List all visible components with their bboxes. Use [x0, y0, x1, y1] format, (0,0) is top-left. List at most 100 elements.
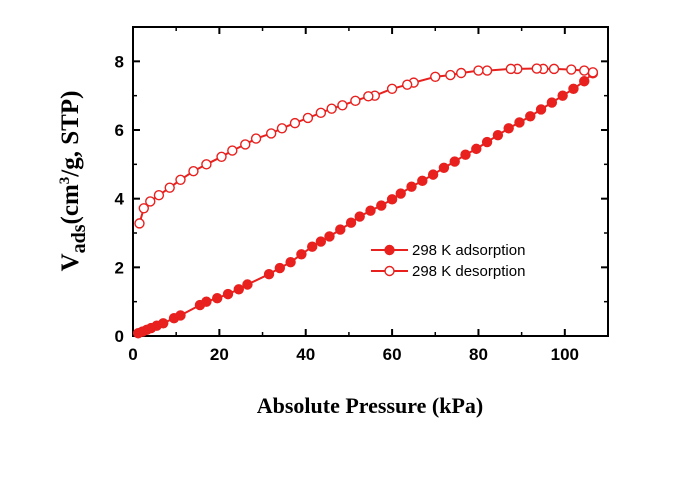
y-tick-label: 2: [115, 258, 124, 277]
data-point-desorption: [276, 123, 288, 134]
x-axis-title: Absolute Pressure (kPa): [257, 393, 484, 418]
data-point-desorption: [337, 100, 348, 111]
data-point-adsorption: [557, 90, 568, 101]
x-tick-label: 80: [469, 345, 488, 364]
data-point-desorption: [548, 63, 560, 75]
data-point-adsorption: [335, 224, 346, 235]
data-point-adsorption: [307, 241, 318, 252]
data-point-adsorption: [354, 211, 365, 222]
data-point-adsorption: [274, 262, 286, 274]
data-point-adsorption: [460, 149, 471, 160]
data-point-adsorption: [285, 256, 296, 268]
data-point-adsorption: [296, 249, 307, 260]
data-point-desorption: [326, 103, 337, 114]
data-point-adsorption: [579, 76, 590, 87]
data-point-adsorption: [546, 97, 558, 108]
data-point-desorption: [175, 174, 186, 185]
data-point-desorption: [350, 95, 361, 107]
data-point-adsorption: [201, 296, 212, 307]
x-tick-label: 60: [383, 345, 402, 364]
x-tick-label: 20: [210, 345, 229, 364]
data-point-desorption: [566, 64, 577, 75]
x-tick-label: 100: [551, 345, 579, 364]
data-point-desorption: [531, 63, 542, 74]
data-point-desorption: [302, 112, 314, 124]
data-point-desorption: [402, 79, 413, 90]
y-axis-title-units-post: /g, STP): [57, 91, 84, 178]
data-point-desorption: [153, 190, 165, 201]
plot-frame: [132, 26, 609, 337]
data-point-adsorption: [315, 236, 327, 247]
data-point-desorption: [473, 65, 484, 76]
x-tick-label: 40: [296, 345, 315, 364]
legend-label-desorption: 298 K desorption: [412, 263, 525, 280]
y-axis-title-sup: 3: [57, 177, 73, 185]
data-point-adsorption: [233, 284, 244, 295]
data-point-adsorption: [263, 269, 275, 280]
data-point-adsorption: [449, 156, 460, 167]
data-point-adsorption: [406, 181, 417, 192]
data-point-adsorption: [514, 117, 525, 128]
legend-marker-desorption: [384, 265, 395, 277]
data-point-desorption: [164, 182, 175, 193]
data-point-desorption: [587, 67, 599, 78]
data-point-adsorption: [158, 318, 169, 329]
legend: 298 K adsorption 298 K desorption: [371, 242, 525, 280]
data-point-adsorption: [324, 231, 335, 242]
legend-label-adsorption: 298 K adsorption: [412, 242, 525, 259]
data-point-adsorption: [222, 288, 234, 300]
data-point-adsorption: [242, 279, 253, 290]
data-point-adsorption: [365, 205, 376, 216]
y-axis-title-main: V: [57, 253, 84, 271]
data-point-adsorption: [438, 162, 450, 173]
data-point-desorption: [386, 83, 398, 95]
data-point-adsorption: [376, 200, 387, 211]
data-point-desorption: [505, 63, 517, 75]
data-point-desorption: [138, 203, 149, 214]
series-layer: [132, 63, 599, 339]
data-point-desorption: [240, 139, 251, 150]
data-point-desorption: [430, 71, 441, 82]
data-point-desorption: [250, 133, 262, 144]
data-point-desorption: [216, 151, 227, 162]
y-tick-label: 4: [115, 190, 125, 209]
data-point-adsorption: [427, 169, 439, 180]
y-axis-title-units-pre: (cm: [57, 184, 84, 224]
data-point-desorption: [579, 65, 590, 76]
y-tick-label: 8: [115, 52, 124, 71]
series-line-adsorption: [137, 72, 594, 335]
data-point-adsorption: [492, 129, 504, 141]
legend-marker-adsorption: [384, 244, 395, 256]
data-point-desorption: [445, 69, 456, 81]
data-point-desorption: [145, 196, 156, 207]
data-point-adsorption: [568, 83, 579, 95]
data-point-adsorption: [471, 143, 482, 155]
data-point-adsorption: [481, 136, 493, 148]
y-tick-label: 6: [115, 121, 124, 140]
y-axis-title-sub: ads: [68, 224, 90, 253]
axis-ticks: 0 20 40 60 80 100 0 2 4 6 8: [115, 27, 608, 364]
x-tick-label: 0: [128, 345, 137, 364]
data-point-adsorption: [503, 123, 514, 134]
data-point-desorption: [134, 218, 145, 229]
data-point-adsorption: [417, 175, 428, 187]
data-point-desorption: [265, 128, 277, 139]
data-point-desorption: [227, 145, 238, 156]
y-tick-label: 0: [115, 327, 124, 346]
data-point-adsorption: [175, 310, 186, 321]
data-point-desorption: [315, 107, 327, 119]
data-point-adsorption: [345, 217, 357, 228]
data-point-adsorption: [386, 194, 398, 205]
data-point-desorption: [201, 159, 212, 170]
data-point-adsorption: [535, 104, 547, 115]
data-point-desorption: [481, 65, 493, 76]
data-point-desorption: [455, 67, 467, 79]
data-point-desorption: [363, 91, 374, 102]
data-point-adsorption: [525, 111, 536, 122]
data-point-desorption: [289, 117, 301, 129]
data-point-adsorption: [395, 188, 406, 199]
data-point-adsorption: [212, 293, 223, 304]
data-point-desorption: [188, 165, 199, 177]
